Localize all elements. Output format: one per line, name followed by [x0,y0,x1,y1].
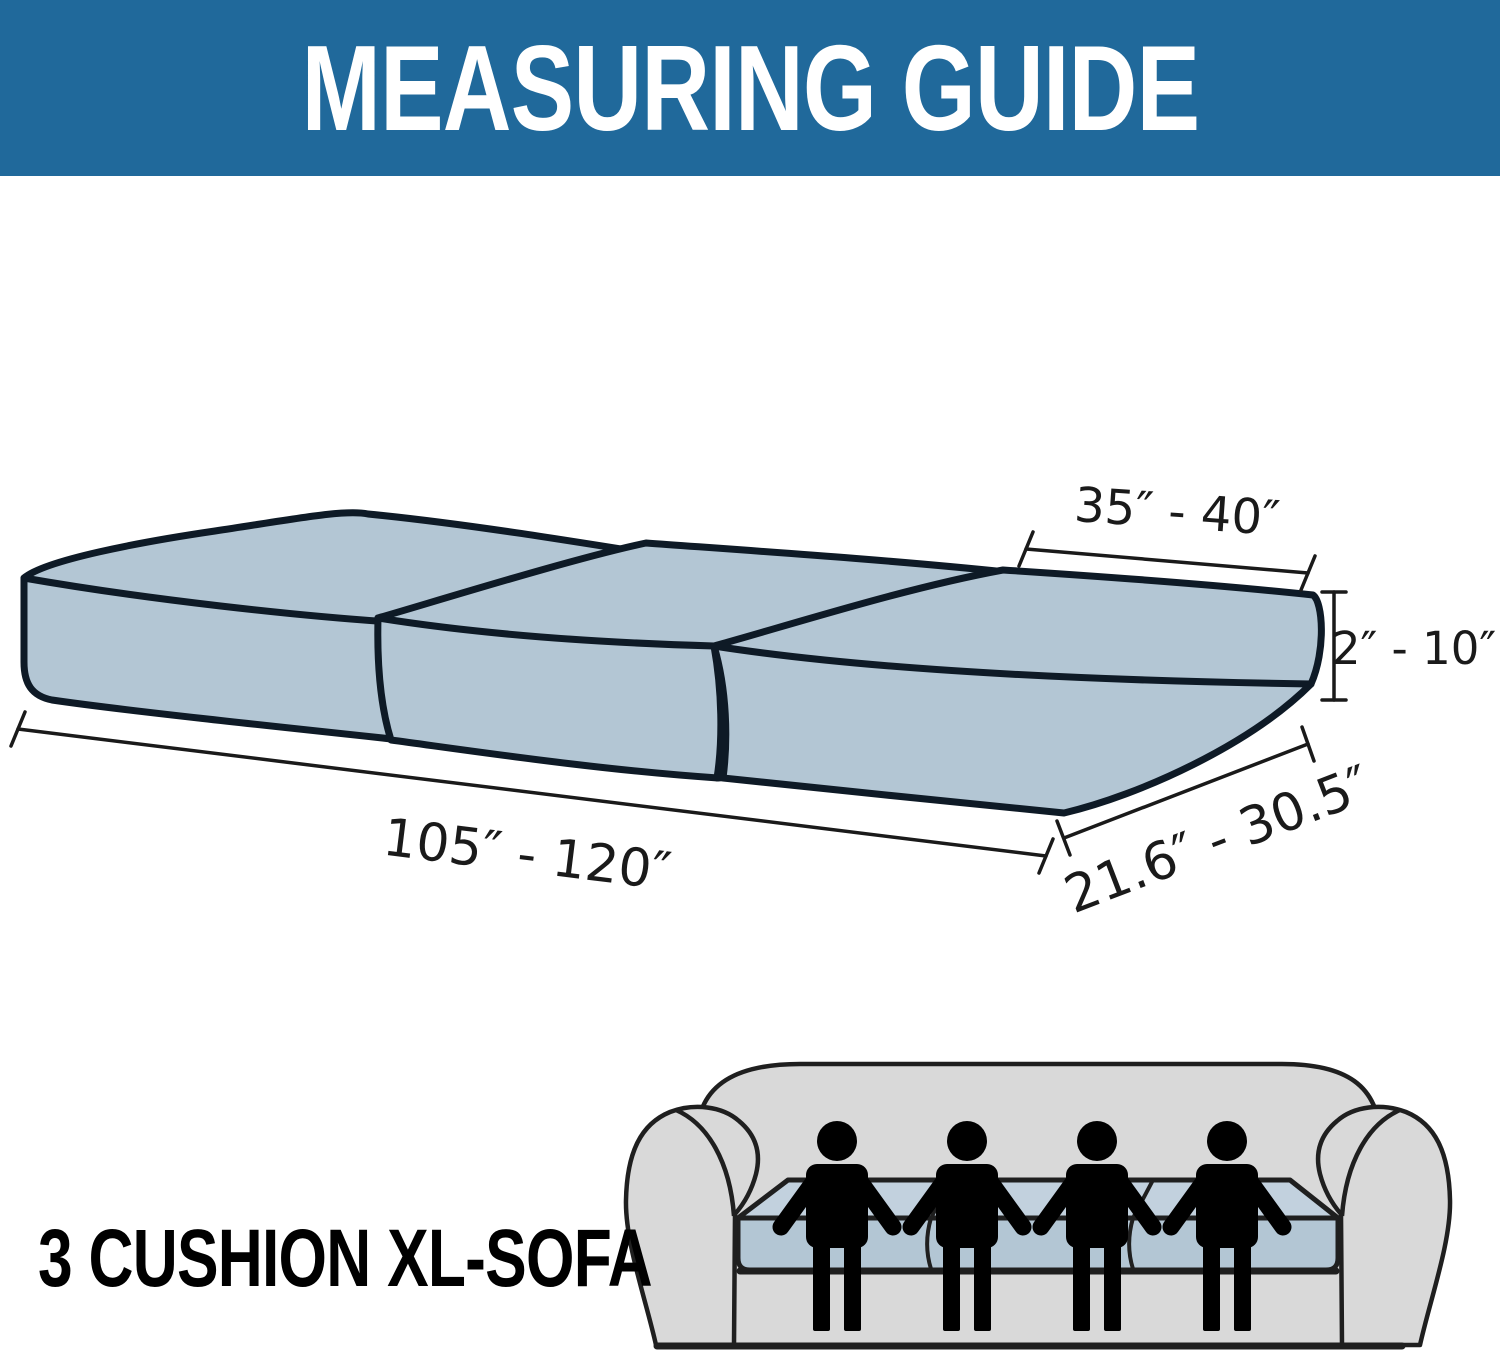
dimension-line [1062,742,1310,840]
dimension-tick [1055,819,1072,857]
dimension-tick [9,710,27,748]
cushion-seam [1127,1217,1135,1270]
sofa-type-label: 3 CUSHION XL-SOFA [38,1213,653,1304]
cushion-right [710,566,1325,817]
dimension-line [16,727,1048,858]
dimension-tick [1299,554,1317,592]
cushion-diagram: 105″ - 120″ 35″ - 40″ 2″ - 10″ [9,477,1496,926]
cushion-seam [925,1217,933,1270]
dimension-line [1024,547,1310,575]
page-title: MEASURING GUIDE [301,20,1199,156]
dimension-thickness: 2″ - 10″ [1320,590,1496,702]
header-banner: MEASURING GUIDE [0,0,1500,176]
dimension-tick [1300,725,1316,763]
dimension-label-thickness: 2″ - 10″ [1332,622,1496,675]
dimension-tick [1037,837,1055,875]
dimension-tick [1017,530,1035,568]
dimension-label-total-width: 105″ - 120″ [380,808,674,903]
dimension-label-seat-width: 35″ - 40″ [1072,477,1281,547]
sofa-arm-left [623,1104,761,1348]
sofa-illustration [623,1061,1450,1350]
